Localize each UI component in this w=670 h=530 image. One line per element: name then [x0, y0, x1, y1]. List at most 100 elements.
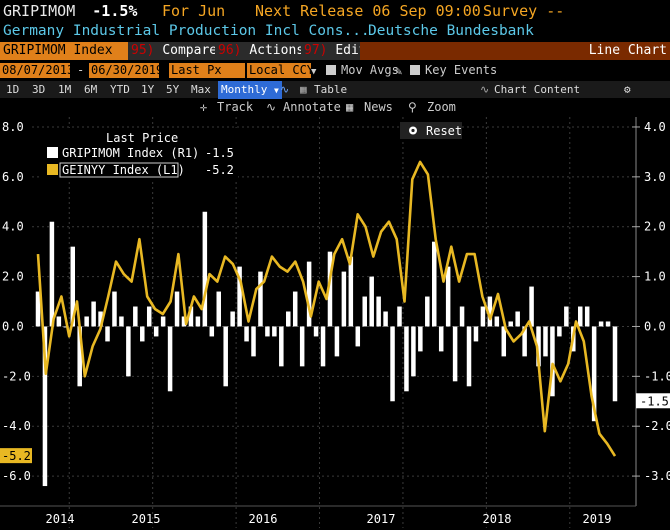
bar: [536, 326, 541, 367]
bar: [84, 316, 89, 327]
bar: [63, 326, 69, 328]
left-tick-label: -6.0: [2, 469, 31, 483]
bar: [279, 326, 284, 367]
track-button[interactable]: Track: [217, 100, 254, 114]
period-max[interactable]: Max: [191, 83, 211, 96]
bar: [265, 326, 270, 337]
bar: [119, 316, 124, 327]
bar: [584, 306, 590, 327]
legend: Last Price GRIPIMOM Index (R1) -1.5 GEIN…: [40, 128, 238, 182]
news-button[interactable]: News: [364, 100, 393, 114]
actions-shortcut: 96): [218, 43, 242, 58]
period-3d[interactable]: 3D: [32, 83, 46, 96]
frequency-label: Monthly: [221, 83, 268, 96]
left-tick-label: 2.0: [2, 270, 24, 284]
actions-label: Actions: [249, 43, 305, 58]
period-5y[interactable]: 5Y: [166, 83, 180, 96]
bar: [56, 316, 62, 327]
start-date-field[interactable]: 08/07/2013: [0, 63, 75, 78]
annotate-button[interactable]: Annotate: [283, 100, 341, 114]
security-field[interactable]: GRIPIMOM Index: [0, 42, 128, 60]
bar: [404, 326, 409, 392]
x-tick-label: 2018: [483, 512, 512, 526]
bar: [522, 326, 527, 357]
bar: [411, 326, 416, 377]
date-separator: -: [77, 63, 85, 77]
bar: [376, 296, 381, 327]
zoom-icon: ⚲: [408, 100, 417, 114]
mov-avgs-checkbox[interactable]: [326, 65, 336, 75]
bar: [223, 326, 228, 387]
compare-button[interactable]: 95) Compare: [128, 42, 217, 60]
currency-dropdown-icon[interactable]: ▼: [311, 67, 317, 77]
gear-icon[interactable]: ⚙: [624, 83, 631, 96]
left-tick-label: 6.0: [2, 170, 24, 184]
left-tick-label: 8.0: [2, 120, 24, 134]
currency-select[interactable]: Local CCY: [247, 63, 315, 78]
bar: [105, 326, 110, 342]
period-1y[interactable]: 1Y: [141, 83, 155, 96]
right-tick-label: 4.0: [644, 120, 666, 134]
x-tick-label: 2016: [249, 512, 278, 526]
bar: [341, 271, 347, 327]
bar: [209, 326, 215, 337]
bar: [98, 311, 103, 327]
bar: [216, 291, 221, 327]
period-bar: 1D 3D 1M 6M YTD 1Y 5Y Max Monthly ▼ ∿ ▦ …: [0, 81, 670, 99]
chart-content-button[interactable]: Chart Content: [494, 83, 581, 96]
right-tick-label: 1.0: [644, 270, 666, 284]
period-ytd[interactable]: YTD: [110, 83, 130, 96]
bar: [320, 326, 326, 367]
security-description: Germany Industrial Production Incl Cons.…: [3, 23, 370, 39]
news-icon: ▦: [346, 100, 354, 114]
bar: [438, 326, 444, 352]
table-button[interactable]: Table: [314, 83, 348, 96]
table-icon[interactable]: ▦: [300, 83, 307, 96]
bar: [77, 326, 82, 387]
zoom-button[interactable]: Zoom: [427, 100, 456, 114]
bar: [452, 326, 458, 382]
pencil-icon[interactable]: ✎: [395, 64, 403, 78]
bar: [459, 306, 465, 327]
bar: [480, 306, 486, 327]
chart-tools-bar: ✛ Track ∿ Annotate ▦ News ⚲ Zoom: [0, 99, 670, 116]
right-tick-label: 0.0: [644, 319, 666, 333]
ticker-header: GRIPIMOM -1.5% For Jun Next Release 06 S…: [0, 0, 670, 22]
bar: [334, 326, 340, 357]
bar: [543, 326, 548, 357]
date-range-bar: 08/07/2013 - 06/30/2019 Last Px Local CC…: [0, 62, 670, 80]
annotate-icon: ∿: [266, 100, 277, 114]
end-date-field[interactable]: 06/30/2019: [89, 63, 164, 78]
bar: [473, 326, 479, 342]
bar: [355, 326, 361, 347]
legend-label-bars: GRIPIMOM Index (R1): [62, 146, 199, 160]
bar: [369, 276, 374, 327]
chart-type-label: Line Chart: [360, 42, 670, 60]
bar: [146, 306, 152, 327]
right-tick-label: -1.0: [644, 369, 670, 383]
bar: [42, 326, 48, 487]
period-1m[interactable]: 1M: [58, 83, 72, 96]
period-6m[interactable]: 6M: [84, 83, 98, 96]
bar: [133, 306, 138, 327]
key-events-checkbox[interactable]: [410, 65, 420, 75]
period-1d[interactable]: 1D: [6, 83, 20, 96]
x-tick-label: 2015: [132, 512, 161, 526]
right-tick-label: -3.0: [644, 469, 670, 483]
bar: [181, 316, 187, 327]
bar: [466, 326, 472, 387]
field-select[interactable]: Last Px: [169, 63, 245, 78]
legend-swatch-line: [47, 164, 58, 175]
bar: [487, 296, 493, 327]
actions-button[interactable]: 96) Actions ▼: [215, 42, 317, 60]
bar: [49, 221, 55, 327]
reset-button[interactable]: Reset: [400, 122, 462, 139]
last-value-right: -1.5: [640, 394, 669, 408]
frequency-select[interactable]: Monthly ▼: [218, 81, 282, 99]
bar: [445, 266, 451, 327]
bar: [327, 251, 333, 327]
line-chart-icon[interactable]: ∿: [280, 83, 290, 96]
bar: [383, 311, 388, 327]
bar: [418, 326, 423, 352]
